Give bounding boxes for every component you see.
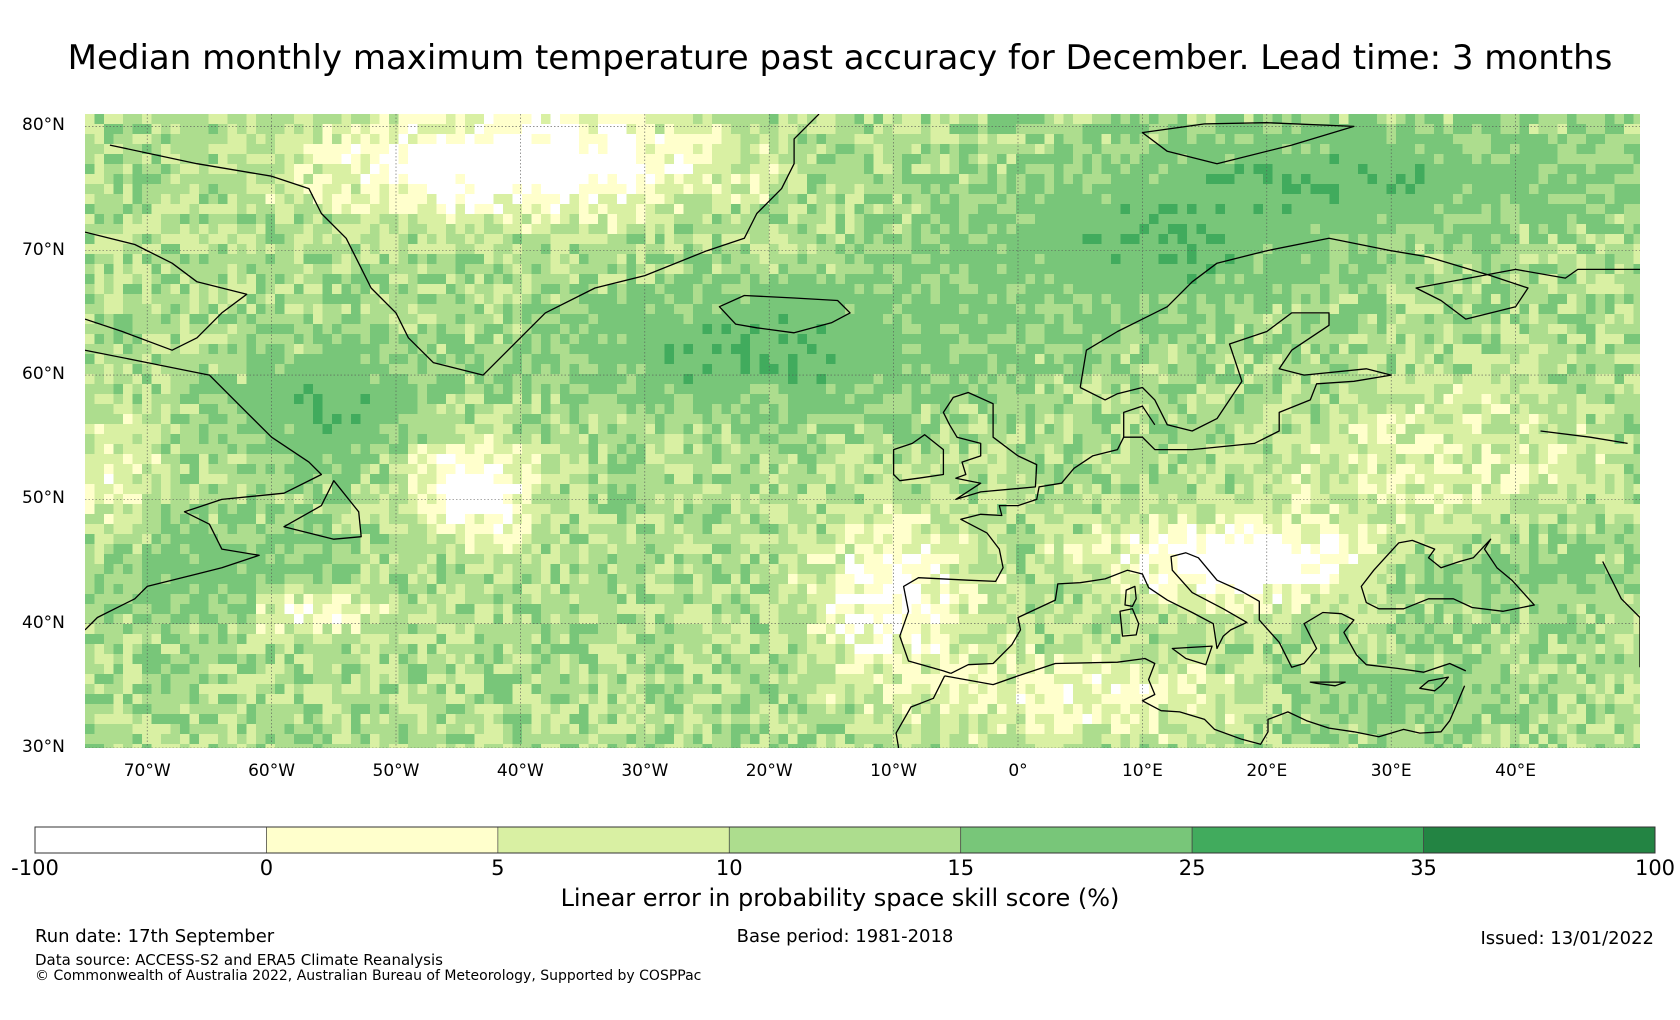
issued-date: Issued: 13/01/2022 <box>1480 928 1654 949</box>
colorbar-tick-label: 0 <box>259 856 274 880</box>
coastlines <box>85 114 1640 748</box>
lon-tick-label: 30°W <box>621 761 669 781</box>
svalbard-coast <box>1141 122 1355 165</box>
scandinavia-coast <box>1079 237 1640 388</box>
lon-tick-label: 10°W <box>870 761 918 781</box>
britain-coast <box>942 391 1038 501</box>
colorbar-swatch <box>960 826 1193 854</box>
lon-tick-label: 20°W <box>745 761 793 781</box>
lon-tick-label: 40°E <box>1495 761 1537 781</box>
skill-grid <box>85 114 1640 748</box>
newfoundland-coast <box>283 480 362 540</box>
copyright: © Commonwealth of Australia 2022, Austra… <box>35 968 702 984</box>
base-period: Base period: 1981-2018 <box>736 926 954 947</box>
colorbar-frame <box>34 826 1656 854</box>
corsica-coast <box>1124 585 1137 607</box>
lat-tick-label: 50°N <box>22 488 65 509</box>
baffin-coast <box>85 231 248 351</box>
graticule <box>85 114 1640 748</box>
greenland-coast <box>109 114 820 376</box>
iceland-coast <box>718 294 851 334</box>
colorbar-swatch <box>1423 826 1656 854</box>
lon-tick-label: 30°E <box>1370 761 1412 781</box>
chart-title: Median monthly maximum temperature past … <box>67 38 1613 78</box>
run-date: Run date: 17th September <box>35 926 275 947</box>
colorbar-tick-label: 15 <box>947 856 975 880</box>
colorbar-tick-label: 10 <box>715 856 743 880</box>
lon-tick-label: 0° <box>1008 761 1028 781</box>
colorbar-swatch <box>34 826 267 854</box>
colorbar-swatch <box>728 826 962 854</box>
lon-tick-label: 50°W <box>372 761 420 781</box>
crete-coast <box>1309 681 1346 687</box>
lat-tick-label: 40°N <box>22 612 65 633</box>
sicily-coast <box>1171 645 1213 666</box>
colorbar-swatch <box>266 826 499 854</box>
baltic-coast <box>1079 312 1392 451</box>
colorbar-label: Linear error in probability space skill … <box>560 884 1120 912</box>
lon-tick-label: 60°W <box>248 761 296 781</box>
lon-tick-label: 70°W <box>123 761 171 781</box>
colorbar-tick-label: 100 <box>1634 856 1676 880</box>
black-sea-coast <box>1360 538 1535 612</box>
colorbar-tick-label: 35 <box>1410 856 1437 880</box>
lat-tick-label: 30°N <box>22 737 65 757</box>
mediterranean-north-coast <box>950 552 1467 674</box>
labrador-coast <box>85 349 323 631</box>
lat-tick-label: 60°N <box>22 364 65 385</box>
lat-tick-label: 70°N <box>22 239 65 260</box>
lon-tick-label: 40°W <box>496 761 544 781</box>
ukraine-river <box>1540 430 1628 445</box>
colorbar-swatch <box>497 826 730 854</box>
data-source: Data source: ACCESS-S2 and ERA5 Climate … <box>35 951 443 969</box>
cyprus-coast <box>1419 676 1450 692</box>
colorbar-tick-label: -100 <box>11 856 59 880</box>
colorbar-swatch <box>1191 826 1424 854</box>
sardinia-coast <box>1119 608 1140 637</box>
africa-west-coast <box>895 675 946 748</box>
lon-tick-label: 20°E <box>1246 761 1288 781</box>
caspian-coast <box>1602 561 1640 668</box>
lat-tick-label: 80°N <box>22 115 65 136</box>
ireland-coast <box>892 434 945 482</box>
colorbar-tick-label: 5 <box>491 856 505 880</box>
africa-north-coast <box>944 657 1466 745</box>
lon-tick-label: 10°E <box>1121 761 1163 781</box>
europe-atlantic-coast <box>899 436 1125 675</box>
colorbar <box>34 826 1656 854</box>
colorbar-tick-label: 25 <box>1178 856 1206 880</box>
